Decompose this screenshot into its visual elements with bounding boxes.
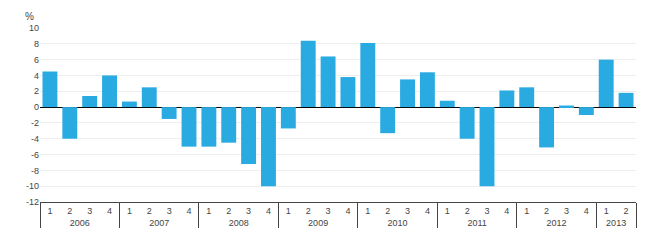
svg-text:1: 1 [286,206,291,216]
svg-text:10: 10 [29,23,39,33]
svg-text:2: 2 [226,206,231,216]
svg-text:4: 4 [425,206,430,216]
svg-text:-10: -10 [26,181,39,191]
svg-text:6: 6 [34,55,39,65]
svg-text:2011: 2011 [467,218,486,228]
svg-text:1: 1 [524,206,529,216]
svg-text:4: 4 [266,206,271,216]
svg-text:1: 1 [604,206,609,216]
svg-text:2012: 2012 [547,218,567,228]
svg-text:2006: 2006 [70,218,90,228]
svg-text:2: 2 [306,206,311,216]
svg-text:3: 3 [564,206,569,216]
svg-text:2008: 2008 [229,218,249,228]
svg-text:1: 1 [445,206,450,216]
svg-text:2: 2 [147,206,152,216]
svg-text:4: 4 [504,206,509,216]
svg-text:3: 3 [405,206,410,216]
svg-text:1: 1 [206,206,211,216]
svg-text:2010: 2010 [388,218,408,228]
svg-text:4: 4 [34,71,39,81]
svg-text:2: 2 [34,86,39,96]
svg-text:4: 4 [345,206,350,216]
svg-text:2007: 2007 [149,218,169,228]
svg-text:2: 2 [385,206,390,216]
svg-text:2013: 2013 [606,218,626,228]
svg-text:-4: -4 [31,134,39,144]
svg-text:-6: -6 [31,150,39,160]
svg-text:3: 3 [167,206,172,216]
svg-text:2: 2 [624,206,629,216]
svg-text:1: 1 [47,206,52,216]
svg-text:4: 4 [107,206,112,216]
svg-text:4: 4 [584,206,589,216]
svg-text:-2: -2 [31,118,39,128]
svg-text:2009: 2009 [308,218,328,228]
svg-text:3: 3 [87,206,92,216]
svg-text:1: 1 [365,206,370,216]
svg-text:2: 2 [544,206,549,216]
svg-text:8: 8 [34,39,39,49]
svg-text:2: 2 [465,206,470,216]
svg-text:-12: -12 [26,197,39,207]
svg-text:3: 3 [246,206,251,216]
svg-text:1: 1 [127,206,132,216]
svg-text:0: 0 [34,102,39,112]
svg-text:%: % [25,11,34,22]
svg-text:-8: -8 [31,166,39,176]
svg-text:2: 2 [67,206,72,216]
svg-text:3: 3 [326,206,331,216]
svg-text:3: 3 [484,206,489,216]
svg-text:4: 4 [186,206,191,216]
